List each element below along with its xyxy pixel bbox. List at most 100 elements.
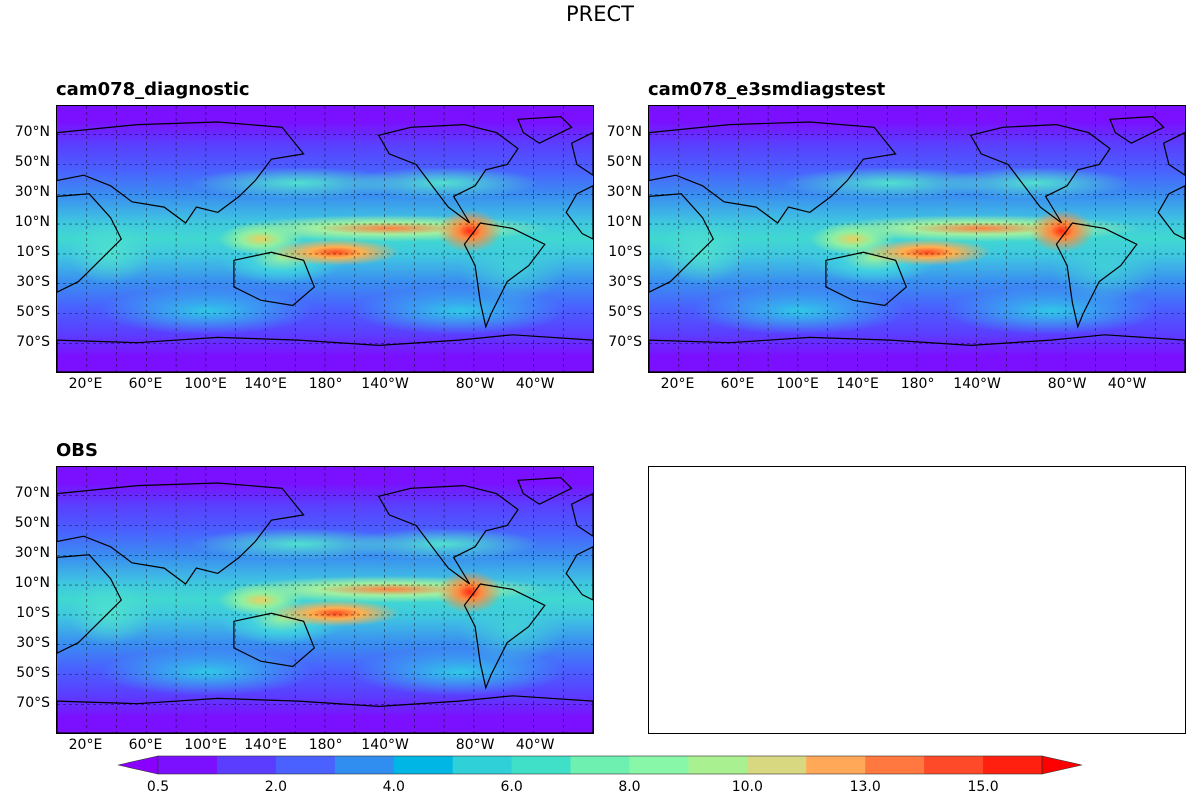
lon-tick-label: 60°E <box>128 737 163 753</box>
coastline <box>517 115 573 144</box>
colorbar-tick-label: 13.0 <box>849 779 881 795</box>
colorbar-segment <box>158 756 218 774</box>
lat-tick-label: 10°N <box>606 214 642 231</box>
lon-tick-label: 140°W <box>953 376 1001 392</box>
colorbar-tick-label: 15.0 <box>967 779 999 795</box>
lon-tick-label: 140°E <box>836 376 879 392</box>
colorbar-segment <box>629 756 689 774</box>
coastline <box>463 583 546 690</box>
colorbar-segment <box>924 756 984 774</box>
colorbar-tick-label: 4.0 <box>382 779 405 795</box>
coastline <box>57 193 123 293</box>
lon-tick-label: 140°W <box>361 737 409 753</box>
lon-tick-label: 140°E <box>244 737 287 753</box>
coastline <box>1162 131 1185 176</box>
coastline <box>565 185 593 240</box>
lon-tick-label: 100°E <box>776 376 819 392</box>
colorbar-segment <box>688 756 748 774</box>
lat-tick-label: 70°S <box>16 333 50 350</box>
coastline <box>570 492 593 537</box>
lon-tick-label: 140°W <box>361 376 409 392</box>
lon-tick-label: 20°E <box>68 376 103 392</box>
lon-tick-label: 40°W <box>1107 376 1147 392</box>
colorbar-segment <box>983 756 1043 774</box>
panel-title-model: cam078_diagnostic <box>56 79 250 100</box>
empty-panel <box>648 466 1186 734</box>
colorbar-tick-label: 10.0 <box>731 779 763 795</box>
map-overlay <box>649 106 1185 372</box>
colorbar-segment <box>806 756 866 774</box>
coastline <box>649 334 1185 372</box>
panel-title-test: cam078_e3smdiagstest <box>648 79 886 100</box>
lat-tick-label: 70°N <box>14 124 50 141</box>
coastline <box>57 482 305 585</box>
colorbar-segment <box>216 756 277 774</box>
coastline <box>825 251 908 307</box>
lat-tick-label: 10°N <box>14 214 50 231</box>
colorbar-segment <box>511 756 572 774</box>
lat-tick-label: 50°S <box>16 303 50 320</box>
coastline <box>57 121 305 224</box>
lat-tick-label: 70°N <box>606 124 642 141</box>
coastline <box>377 123 519 224</box>
coastline <box>233 612 316 668</box>
lon-tick-label: 80°W <box>1047 376 1087 392</box>
colorbar-tick-label: 2.0 <box>264 779 287 795</box>
coastline <box>57 695 593 733</box>
lat-tick-label: 30°N <box>606 184 642 201</box>
coastline <box>649 193 715 293</box>
coastline <box>565 546 593 601</box>
lat-tick-label: 10°S <box>16 243 50 260</box>
colorbar-tick-label: 6.0 <box>500 779 523 795</box>
map-overlay <box>57 106 593 372</box>
coastline <box>57 554 123 654</box>
lat-tick-label: 30°N <box>14 184 50 201</box>
coastline <box>1109 115 1165 144</box>
lat-tick-label: 50°S <box>608 303 642 320</box>
precip-map-obs <box>56 466 594 734</box>
coastline <box>233 251 316 307</box>
lon-tick-label: 180° <box>308 376 343 392</box>
lon-tick-label: 180° <box>900 376 935 392</box>
lat-tick-label: 10°S <box>16 604 50 621</box>
lat-tick-label: 50°N <box>606 154 642 171</box>
lon-tick-label: 60°E <box>128 376 163 392</box>
lat-tick-label: 30°S <box>608 273 642 290</box>
colorbar-extend-over <box>1041 755 1082 775</box>
lat-tick-label: 70°S <box>608 333 642 350</box>
lat-tick-label: 50°S <box>16 664 50 681</box>
colorbar-segment <box>865 756 925 774</box>
colorbar-segment <box>275 756 336 774</box>
coastline <box>1055 222 1138 329</box>
map-overlay <box>57 467 593 733</box>
colorbar-segment <box>570 756 630 774</box>
lat-tick-label: 50°N <box>14 154 50 171</box>
panel-title-obs: OBS <box>56 440 98 461</box>
colorbar-tick-label: 0.5 <box>146 779 170 795</box>
figure-title: PRECT <box>565 2 634 26</box>
coastline <box>463 222 546 329</box>
colorbar-tick-label: 8.0 <box>618 779 641 795</box>
lon-tick-label: 20°E <box>68 737 103 753</box>
lon-tick-label: 40°W <box>515 737 555 753</box>
coastline <box>1157 185 1185 240</box>
lat-tick-label: 70°S <box>16 694 50 711</box>
lat-tick-label: 50°N <box>14 515 50 532</box>
colorbar <box>118 755 1082 775</box>
lat-tick-label: 70°N <box>14 485 50 502</box>
lat-tick-label: 30°S <box>16 634 50 651</box>
lat-tick-label: 10°S <box>608 243 642 260</box>
lon-tick-label: 60°E <box>720 376 755 392</box>
coastline <box>649 121 897 224</box>
lon-tick-label: 80°W <box>455 376 495 392</box>
lon-tick-label: 180° <box>308 737 343 753</box>
colorbar-segment <box>452 756 513 774</box>
colorbar-segment <box>334 756 395 774</box>
lat-tick-label: 10°N <box>14 575 50 592</box>
colorbar-segment <box>747 756 807 774</box>
lon-tick-label: 100°E <box>184 376 227 392</box>
precip-map-test <box>648 105 1186 373</box>
coastline <box>517 476 573 505</box>
lon-tick-label: 80°W <box>455 737 495 753</box>
coastline <box>377 484 519 585</box>
